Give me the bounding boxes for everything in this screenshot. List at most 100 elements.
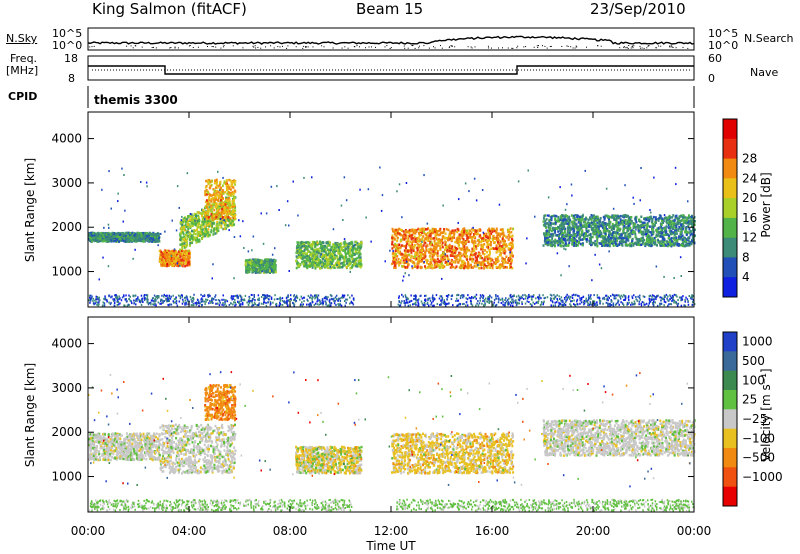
echo-cell <box>103 232 106 235</box>
echo-cell <box>346 259 349 263</box>
echo-cell <box>234 183 237 186</box>
ground-scatter-cell <box>473 295 476 298</box>
ground-scatter-cell <box>232 295 234 298</box>
ground-scatter-cell <box>211 300 214 303</box>
echo-cell <box>234 213 237 217</box>
ground-scatter-cell <box>120 299 123 302</box>
noise-dot <box>130 45 132 47</box>
echo-cell <box>187 219 189 222</box>
echo-cell <box>159 260 161 263</box>
echo-cell <box>198 238 201 241</box>
echo-cell <box>204 215 207 218</box>
echo-cell <box>298 255 301 259</box>
ground-scatter-cell <box>147 301 149 304</box>
echo-cell <box>324 258 327 261</box>
noise-dot <box>523 46 525 48</box>
echo-cell <box>123 233 126 236</box>
ground-scatter-cell <box>302 296 305 299</box>
ground-scatter-cell <box>504 299 506 301</box>
echo-cell <box>304 263 307 267</box>
echo-cell <box>391 247 394 250</box>
noise-dot <box>672 46 674 48</box>
ground-scatter-cell <box>628 298 630 301</box>
echo-cell <box>179 255 182 258</box>
echo-cell <box>408 243 410 246</box>
ground-scatter-cell <box>564 301 567 304</box>
ground-scatter-cell <box>653 298 655 301</box>
ground-scatter-cell <box>247 300 250 303</box>
echo-cell <box>118 240 121 243</box>
echo-cell <box>310 252 313 256</box>
ground-scatter-cell <box>666 297 668 300</box>
echo-cell <box>196 211 199 214</box>
ground-scatter-cell <box>302 303 304 306</box>
echo-cell <box>188 262 191 265</box>
ground-scatter-cell <box>612 304 615 307</box>
echo-cell <box>191 241 194 244</box>
ground-scatter-cell <box>639 298 641 301</box>
echo-cell <box>186 252 188 256</box>
ground-scatter-cell <box>682 295 684 298</box>
echo-cell <box>179 253 182 257</box>
noise-dot <box>561 46 563 47</box>
ground-scatter-cell <box>215 299 217 301</box>
echo-cell <box>137 239 140 242</box>
noise-dot <box>211 46 213 47</box>
ground-scatter-cell <box>123 295 125 298</box>
echo-cell <box>150 235 153 238</box>
ground-scatter-cell <box>98 303 100 306</box>
ground-scatter-cell <box>251 301 253 304</box>
echo-cell <box>101 234 104 237</box>
echo-cell <box>166 249 169 252</box>
ground-scatter-cell <box>657 294 659 297</box>
ground-scatter-cell <box>549 293 552 296</box>
ground-scatter-cell <box>161 298 163 301</box>
echo-cell <box>194 236 197 240</box>
ground-scatter-cell <box>210 301 212 304</box>
ground-scatter-cell <box>544 296 547 299</box>
ground-scatter-cell <box>418 298 420 301</box>
ground-scatter-cell <box>337 303 339 306</box>
ground-scatter-cell <box>622 304 625 307</box>
ground-scatter-cell <box>237 296 239 299</box>
echo-cell <box>226 192 229 196</box>
echo-cell <box>228 204 231 207</box>
echo-cell <box>339 252 342 255</box>
ground-scatter-cell <box>685 296 687 299</box>
ground-scatter-cell <box>607 295 609 298</box>
ground-scatter-cell <box>232 297 234 300</box>
echo-cell <box>351 242 353 246</box>
noise-dot <box>542 45 543 47</box>
echo-cell <box>403 261 406 264</box>
ground-scatter-cell <box>627 303 629 306</box>
echo-cell <box>105 238 108 241</box>
echo-cell <box>182 259 185 262</box>
echo-cell <box>473 253 476 256</box>
ground-scatter-cell <box>633 303 636 306</box>
echo-cell <box>344 247 347 250</box>
ground-scatter-cell <box>89 297 92 300</box>
ground-scatter-cell <box>570 300 572 303</box>
echo-cell <box>205 179 208 183</box>
ground-scatter-cell <box>244 294 247 297</box>
noise-dot <box>375 46 376 48</box>
ground-scatter-cell <box>408 301 411 303</box>
echo-cell <box>311 260 314 264</box>
echo-cell <box>226 213 229 217</box>
noise-dot <box>155 47 157 49</box>
ground-scatter-cell <box>168 294 171 297</box>
echo-cell <box>252 262 255 265</box>
ground-scatter-cell <box>672 299 674 302</box>
echo-cell <box>327 248 329 251</box>
echo-cell <box>262 260 265 264</box>
echo-cell <box>431 248 434 251</box>
ground-scatter-cell <box>316 295 318 298</box>
echo-cell <box>405 244 408 247</box>
ground-scatter-cell <box>175 296 177 299</box>
echo-cell <box>316 258 319 261</box>
echo-cell <box>301 260 304 264</box>
ground-scatter-cell <box>197 299 199 301</box>
ground-scatter-cell <box>267 301 269 304</box>
ground-scatter-cell <box>492 304 495 307</box>
ground-scatter-cell <box>314 294 316 297</box>
